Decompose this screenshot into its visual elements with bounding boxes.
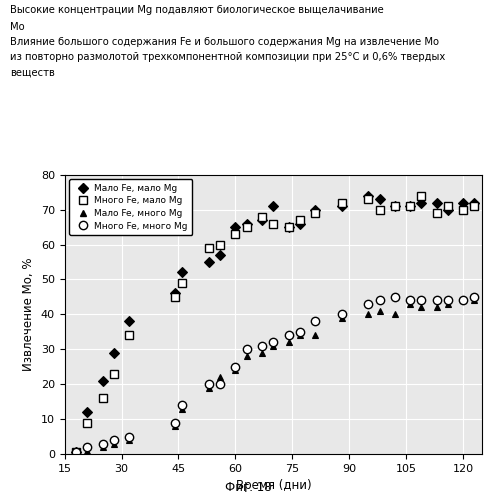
Text: Высокие концентрации Mg подавляют биологическое выщелачивание: Высокие концентрации Mg подавляют биолог… <box>10 5 384 15</box>
Y-axis label: Извлечение Мо, %: Извлечение Мо, % <box>22 257 35 371</box>
Text: веществ: веществ <box>10 67 55 77</box>
Text: Фиг. 18: Фиг. 18 <box>225 481 272 494</box>
Legend: Мало Fe, мало Mg, Много Fe, мало Mg, Мало Fe, много Mg, Много Fe, много Mg: Мало Fe, мало Mg, Много Fe, мало Mg, Мал… <box>69 179 192 235</box>
Text: Мо: Мо <box>10 22 24 32</box>
X-axis label: Время (дни): Время (дни) <box>236 480 311 493</box>
Text: Влияние большого содержания Fe и большого содержания Mg на извлечение Мо: Влияние большого содержания Fe и большог… <box>10 37 439 47</box>
Text: из повторно размолотой трехкомпонентной композиции при 25°С и 0,6% твердых: из повторно размолотой трехкомпонентной … <box>10 52 445 62</box>
